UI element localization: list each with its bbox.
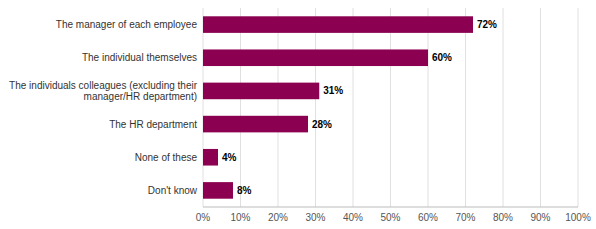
- data-label: 8%: [237, 185, 252, 196]
- x-tick-label: 30%: [305, 212, 325, 223]
- bar: [203, 149, 218, 166]
- x-tick-label: 90%: [530, 212, 550, 223]
- x-tick-label: 0%: [196, 212, 211, 223]
- data-label: 28%: [312, 119, 332, 130]
- x-axis-line: [203, 207, 578, 208]
- x-tick-label: 50%: [380, 212, 400, 223]
- data-labels: 72% 60% 31% 28% 4% 8%: [222, 19, 497, 196]
- x-tick-label: 100%: [565, 212, 591, 223]
- x-tick-label: 60%: [418, 212, 438, 223]
- category-labels: The manager of each employee The individu…: [9, 19, 198, 196]
- grid-line: [203, 8, 204, 207]
- data-label: 31%: [323, 85, 343, 96]
- category-label: The HR department: [109, 119, 197, 130]
- bars: [203, 16, 473, 198]
- bar: [203, 116, 308, 133]
- x-tick-label: 70%: [455, 212, 475, 223]
- bar: [203, 16, 473, 33]
- category-label: None of these: [135, 152, 198, 163]
- bar: [203, 182, 233, 199]
- grid-line: [578, 8, 579, 207]
- grid-line: [390, 8, 391, 207]
- grid-line: [540, 8, 541, 207]
- chart: The manager of each employee The individu…: [0, 0, 596, 229]
- x-tick-label: 80%: [493, 212, 513, 223]
- grid-line: [428, 8, 429, 207]
- data-label: 4%: [222, 152, 237, 163]
- category-label: The individuals colleagues (excluding th…: [9, 80, 198, 102]
- grid-line: [315, 8, 316, 207]
- x-tick-label: 40%: [343, 212, 363, 223]
- grid-line: [503, 8, 504, 207]
- data-label: 72%: [477, 19, 497, 30]
- x-tick-label: 10%: [230, 212, 250, 223]
- category-label: Don't know: [148, 185, 198, 196]
- data-label: 60%: [432, 52, 452, 63]
- bar: [203, 83, 319, 100]
- grid: [203, 8, 578, 207]
- x-tick-labels: 0% 10% 20% 30% 40% 50% 60% 70% 80% 90% 100%: [196, 212, 591, 223]
- category-label: The individual themselves: [82, 52, 197, 63]
- grid-line: [353, 8, 354, 207]
- grid-line: [240, 8, 241, 207]
- category-label: The manager of each employee: [56, 19, 198, 30]
- grid-line: [278, 8, 279, 207]
- x-tick-label: 20%: [268, 212, 288, 223]
- bar: [203, 49, 428, 66]
- grid-line: [465, 8, 466, 207]
